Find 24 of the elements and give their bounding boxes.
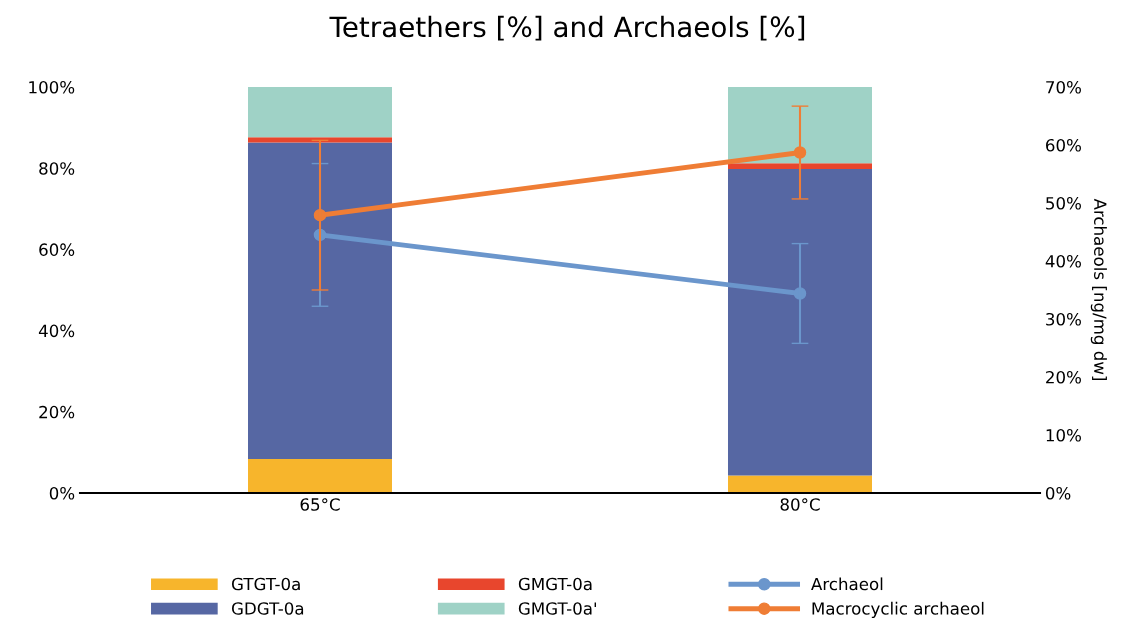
chart-title: Tetraethers [%] and Archaeols [%] bbox=[329, 15, 805, 41]
y2-tick-label: 50% bbox=[1046, 196, 1081, 210]
y-tick-label: 0% bbox=[49, 486, 75, 500]
y2-tick-label: 30% bbox=[1046, 312, 1081, 326]
y-tick-label: 20% bbox=[39, 405, 75, 419]
y2-tick-label: 0% bbox=[1045, 486, 1071, 500]
legend-label: GMGT-0a bbox=[518, 577, 592, 591]
y-tick-label: 100% bbox=[29, 80, 75, 94]
y-tick-label: 40% bbox=[38, 324, 75, 338]
y2-tick-label: 60% bbox=[1046, 138, 1081, 152]
y-tick-label: 60% bbox=[39, 243, 75, 256]
x-tick-label: 80°C bbox=[780, 498, 820, 511]
y2-tick-label: 70% bbox=[1046, 80, 1081, 94]
y2-tick-label: 20% bbox=[1046, 370, 1081, 384]
y2-tick-label: 40% bbox=[1045, 254, 1081, 268]
y2-tick-label: 10% bbox=[1046, 428, 1081, 442]
y-tick-label: 80% bbox=[39, 162, 75, 175]
legend-label: Macrocyclic archaeol bbox=[812, 601, 984, 618]
legend-label: GDGT-0a bbox=[231, 602, 304, 615]
legend-label: GTGT-0a bbox=[231, 577, 300, 591]
y2-axis-title: Archaeols [ng/mg dw] bbox=[1090, 198, 1107, 381]
legend-label: GMGT-0a' bbox=[518, 602, 596, 615]
x-tick-label: 65°C bbox=[300, 498, 340, 511]
legend-label: Archaeol bbox=[811, 577, 883, 591]
